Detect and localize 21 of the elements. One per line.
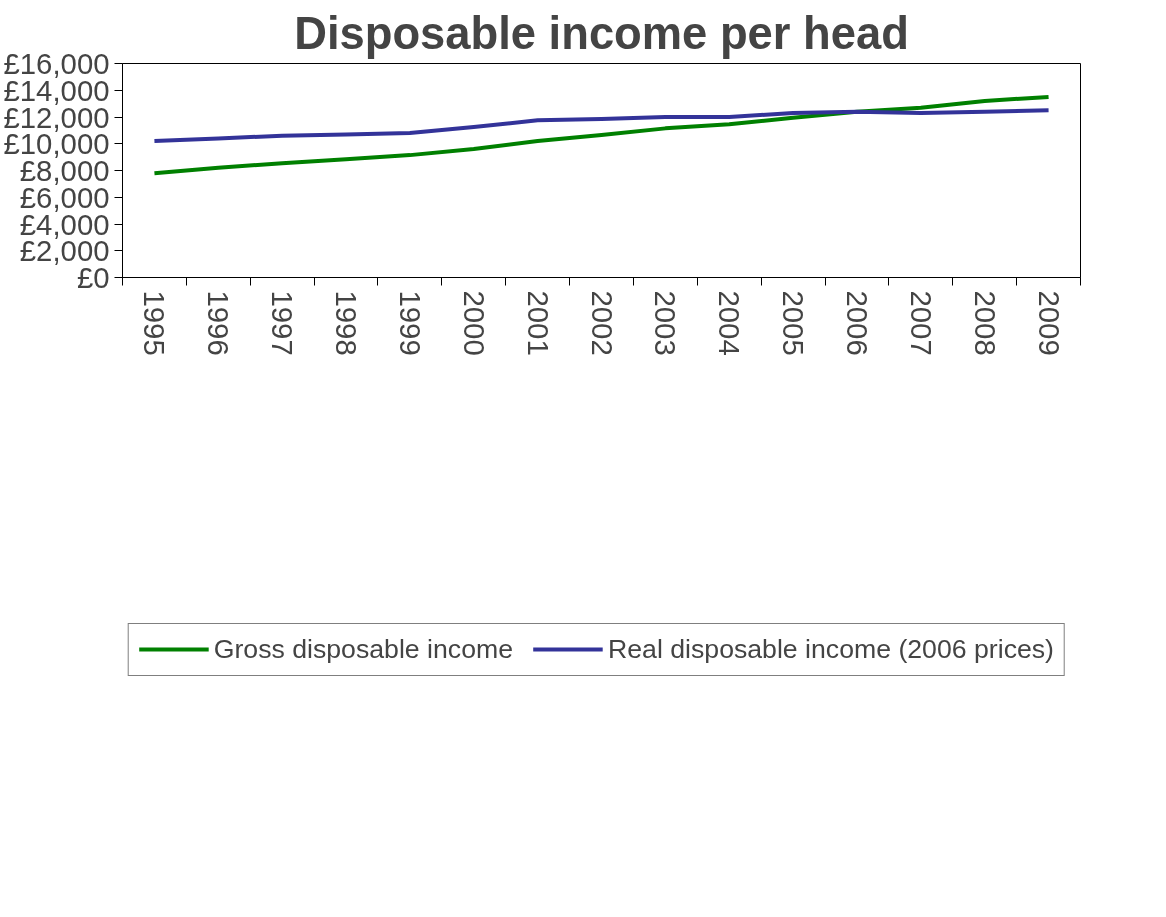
y-tick-label: £0 <box>76 261 110 294</box>
x-tick-label: 2007 <box>904 290 938 356</box>
x-tick-label: 1995 <box>138 290 172 356</box>
x-tick-label: 2004 <box>713 290 747 356</box>
x-tick-label: 2002 <box>585 290 619 356</box>
line-series <box>152 108 1051 144</box>
x-tick-label: 2006 <box>840 290 874 356</box>
x-tick-label: 1997 <box>266 290 300 356</box>
x-tick-label: 1999 <box>393 290 427 356</box>
x-tick-label: 2003 <box>649 290 683 356</box>
legend-label: Real disposable income (2006 prices) <box>608 633 1054 665</box>
x-tick-label: 2008 <box>968 290 1002 356</box>
x-tick-label: 2001 <box>521 290 555 356</box>
x-tick-label: 1996 <box>202 290 236 356</box>
x-tick-label: 1998 <box>330 290 364 356</box>
chart-title: Disposable income per head <box>294 7 909 59</box>
x-tick-label: 2005 <box>777 290 811 356</box>
line-series <box>152 94 1051 176</box>
x-tick-label: 2009 <box>1032 290 1066 356</box>
x-tick-label: 2000 <box>457 290 491 356</box>
legend-label: Gross disposable income <box>213 633 513 665</box>
